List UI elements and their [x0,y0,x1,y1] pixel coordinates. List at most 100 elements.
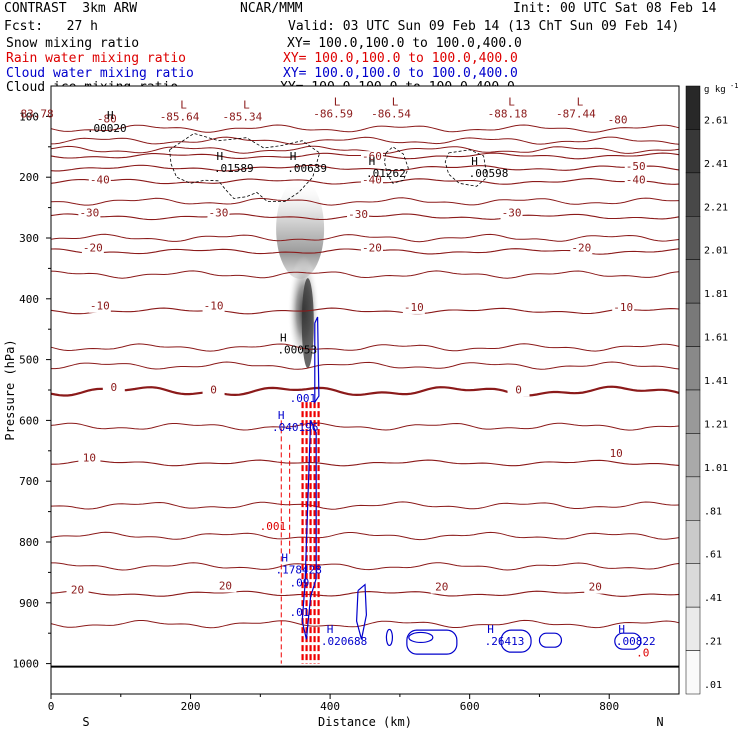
title-left: CONTRAST 3km ARW [4,1,138,16]
isotherm-label: -30 [209,207,229,220]
isotherm-label-bg [202,384,225,397]
isotherm-label: 20 [219,579,232,592]
low-marker: L [577,95,584,108]
forecast-hour: Fcst: 27 h [4,19,98,34]
max-value: .00822 [616,635,656,648]
field-2-xy: XY= 100.0,100.0 to 100.0,400.0 [283,51,518,66]
colorbar-unit: g kg [704,85,726,95]
isotherm-label-bg [78,452,101,465]
colorbar-label: .41 [704,593,722,604]
cloud-water-contour-low [500,629,532,653]
max-marker: H [217,150,224,163]
isotherm-minor [50,501,680,510]
x-tick-label: 200 [181,700,201,713]
isotherm--10 [50,307,680,315]
colorbar-label: .21 [704,637,722,648]
colorbar-label: 2.41 [704,159,728,170]
isotherm-label-bg [207,207,230,220]
max-value: .00639 [287,162,327,175]
edge-label: .00020 [87,122,127,135]
x-tick-label: 400 [320,700,340,713]
low-marker: L [334,95,341,108]
max-marker: H [618,623,625,636]
low-value: -86.54 [371,107,411,120]
field-1-name: Snow mixing ratio [6,36,140,51]
isotherm-label-bg [360,151,383,164]
low-value: -88.18 [488,107,528,120]
colorbar-box [685,216,701,260]
colorbar-label: 2.61 [704,115,728,126]
isotherm-label: 20 [71,584,84,597]
isotherm-label: -20 [362,241,382,254]
isotherm-label: -40 [626,173,646,186]
colorbar-label: .01 [704,680,722,691]
isotherm-label: 20 [435,581,448,594]
cloud-ice-contour-east [444,149,488,187]
max-value: .01262 [366,167,406,180]
edge-label: -80 [97,112,117,125]
isotherm-label-bg [612,301,635,314]
colorbar-box [685,129,701,174]
y-tick-label: 200 [19,171,39,184]
isotherm-label: 10 [610,447,623,460]
isotherm-0 [50,385,680,397]
y-tick-label: 800 [19,536,39,549]
isotherm-label: -30 [348,208,368,221]
isotherm-label-bg [606,114,629,127]
y-tick-label: 1000 [13,658,40,671]
contour-label: .001 [290,392,317,405]
max-value: .178428 [276,563,322,576]
isotherm-minor [51,361,680,370]
init-time: Init: 00 UTC Sat 08 Feb 14 [513,1,717,16]
colorbar-label: .81 [704,506,722,517]
low-marker: L [392,95,399,108]
colorbar-box [685,259,701,304]
isotherm-minor [50,619,680,629]
contour-label: .09 [289,576,309,589]
max-marker: H [281,551,288,564]
max-marker: H [369,155,376,168]
colorbar-label: 1.61 [704,333,728,344]
isotherm-label-bg [347,208,370,221]
isotherm-label: -60 [362,150,382,163]
max-marker: H [280,331,287,344]
isotherm-label-bg [88,300,111,313]
isotherm-label: -50 [626,160,646,173]
colorbar-label: 2.01 [704,246,728,257]
x-axis-title: Distance (km) [318,715,412,729]
low-marker: L [243,98,250,111]
isotherm-label-bg [584,581,607,594]
isotherm-label: -10 [613,301,633,314]
isotherm-label: -10 [90,300,110,313]
max-marker: H [487,623,494,636]
colorbar-label: 1.01 [704,463,728,474]
isotherm-minor [50,136,680,145]
snow-plume-upper [276,178,325,279]
isotherm-label-bg [66,584,89,597]
isotherm-minor [50,422,680,431]
isotherm-label: -30 [79,207,99,220]
low-value: -87.44 [556,107,596,120]
y-tick-label: 900 [19,597,39,610]
colorbar-label: 1.41 [704,376,728,387]
isotherm-label: -30 [502,207,522,220]
cloud-water-contour-upper [314,316,320,405]
low-value: -85.64 [160,110,200,123]
y-tick-label: 100 [19,110,39,123]
colorbar-box [685,302,701,347]
cloud-ice-contour-west [169,132,321,202]
cloud-water-contour-low [408,631,434,644]
colorbar-label: .61 [704,550,722,561]
isotherm-label: -80 [608,114,628,127]
isotherm-label: -10 [404,301,424,314]
isotherm-10 [51,459,680,467]
isotherm-label-bg [507,384,530,397]
isotherm-label: 0 [110,381,117,394]
max-value: .040196 [272,421,318,434]
isotherm-minor [50,343,680,352]
isotherm-minor [50,197,680,206]
isotherm-minor [50,233,680,243]
colorbar-box [685,389,701,434]
colorbar-label: 1.81 [704,289,728,300]
